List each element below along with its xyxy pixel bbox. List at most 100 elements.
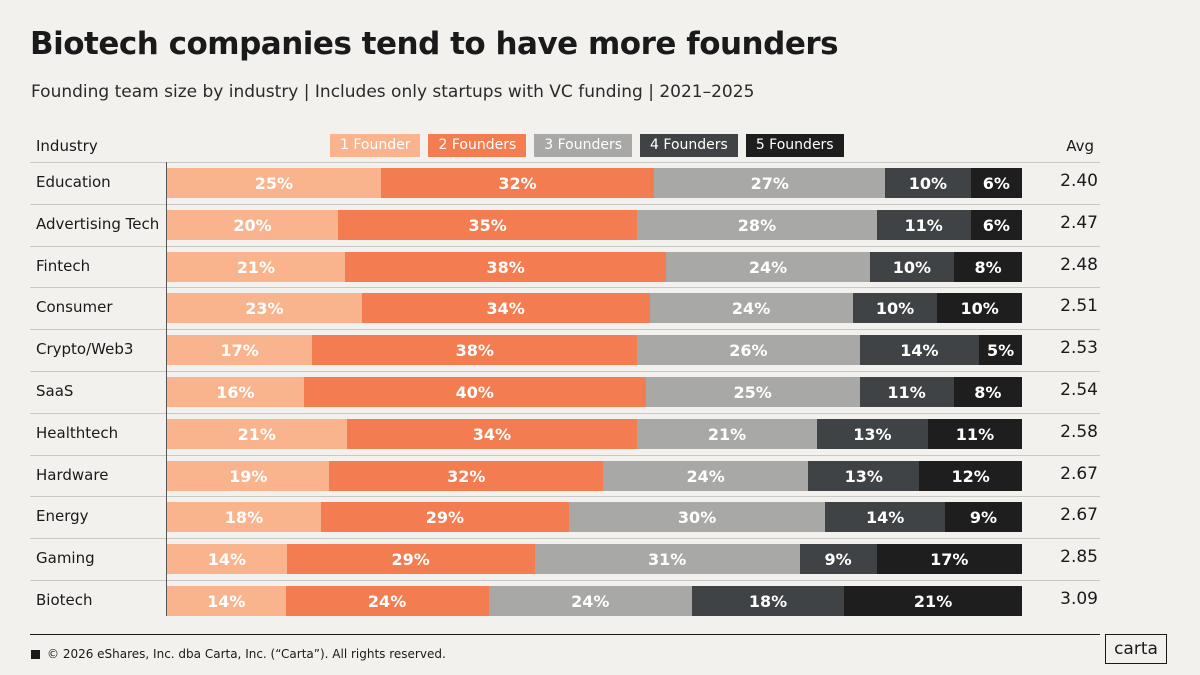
bar-segment-1-founder: 21%	[167, 252, 345, 282]
legend-item-2: 2 Founders	[428, 134, 527, 157]
bar-segment-4-founder: 10%	[869, 252, 955, 282]
chart-subtitle: Founding team size by industry | Include…	[31, 82, 755, 102]
footer-square-icon	[31, 650, 40, 659]
bar-segment-4-founder: 13%	[816, 419, 928, 449]
y-axis-line	[166, 162, 167, 616]
bar-segment-1-founder: 16%	[167, 377, 304, 407]
bar-segment-1-founder: 21%	[167, 419, 347, 449]
row-divider	[30, 329, 1100, 330]
bar-segment-4-founder: 18%	[691, 586, 845, 616]
category-label: Advertising Tech	[36, 215, 160, 233]
bar-segment-3-founder: 26%	[637, 335, 860, 365]
bar-row: 25% 32% 27% 10% 6%	[167, 168, 1022, 198]
category-label: Fintech	[36, 257, 91, 275]
bar-segment-5-founder: 6%	[970, 210, 1022, 240]
bar-row: 21% 38% 24% 10% 8%	[167, 252, 1022, 282]
row-divider	[30, 538, 1100, 539]
carta-logo: carta	[1105, 634, 1167, 664]
row-divider	[30, 580, 1100, 581]
industry-column-header: Industry	[36, 137, 98, 155]
bar-segment-4-founder: 11%	[859, 377, 954, 407]
bar-row: 21% 34% 21% 13% 11%	[167, 419, 1022, 449]
bar-row: 23% 34% 24% 10% 10%	[167, 293, 1022, 323]
bar-segment-3-founder: 31%	[534, 544, 800, 574]
copyright-text: © 2026 eShares, Inc. dba Carta, Inc. (“C…	[47, 647, 446, 661]
row-divider	[30, 455, 1100, 456]
bar-segment-5-founder: 12%	[919, 461, 1022, 491]
bar-segment-3-founder: 21%	[637, 419, 817, 449]
bar-segment-5-founder: 5%	[979, 335, 1022, 365]
bar-segment-3-founder: 24%	[649, 293, 853, 323]
bar-segment-3-founder: 25%	[645, 377, 860, 407]
bar-segment-1-founder: 25%	[167, 168, 381, 198]
bar-segment-1-founder: 14%	[167, 544, 287, 574]
category-label: Gaming	[36, 549, 95, 567]
avg-value: 2.54	[1060, 380, 1098, 400]
bar-segment-3-founder: 27%	[654, 168, 886, 198]
bar-segment-1-founder: 17%	[167, 335, 313, 365]
bar-segment-5-founder: 17%	[876, 544, 1022, 574]
bar-row: 14% 24% 24% 18% 21%	[167, 586, 1022, 616]
category-label: Healthtech	[36, 424, 119, 442]
avg-value: 2.47	[1060, 213, 1098, 233]
category-label: SaaS	[36, 382, 74, 400]
bar-segment-4-founder: 10%	[852, 293, 938, 323]
bar-segment-3-founder: 24%	[603, 461, 809, 491]
avg-value: 2.67	[1060, 505, 1098, 525]
avg-value: 2.85	[1060, 547, 1098, 567]
bar-segment-2-founder: 29%	[320, 502, 569, 532]
bar-segment-4-founder: 11%	[876, 210, 971, 240]
bar-row: 14% 29% 31% 9% 17%	[167, 544, 1022, 574]
avg-column-header: Avg	[1066, 137, 1094, 155]
bar-row: 19% 32% 24% 13% 12%	[167, 461, 1022, 491]
bar-segment-3-founder: 24%	[666, 252, 870, 282]
legend-item-4: 4 Founders	[640, 134, 738, 157]
bar-segment-5-founder: 8%	[953, 377, 1022, 407]
bar-segment-4-founder: 9%	[799, 544, 877, 574]
row-divider	[30, 413, 1100, 414]
category-label: Biotech	[36, 591, 93, 609]
legend-item-3: 3 Founders	[534, 134, 633, 157]
avg-value: 2.53	[1060, 338, 1098, 358]
bar-segment-2-founder: 35%	[338, 210, 638, 240]
bar-segment-2-founder: 38%	[344, 252, 667, 282]
bar-segment-2-founder: 38%	[312, 335, 638, 365]
bar-row: 17% 38% 26% 14% 5%	[167, 335, 1022, 365]
category-label: Hardware	[36, 466, 109, 484]
category-label: Education	[36, 173, 111, 191]
bar-segment-5-founder: 11%	[927, 419, 1022, 449]
footer-divider	[30, 634, 1100, 635]
row-divider	[30, 162, 1100, 163]
bar-row: 18% 29% 30% 14% 9%	[167, 502, 1022, 532]
category-label: Energy	[36, 507, 89, 525]
category-label: Consumer	[36, 298, 113, 316]
bar-segment-4-founder: 10%	[885, 168, 971, 198]
bar-segment-2-founder: 32%	[329, 461, 604, 491]
bar-segment-5-founder: 6%	[970, 168, 1022, 198]
category-label: Crypto/Web3	[36, 340, 134, 358]
bar-segment-2-founder: 32%	[380, 168, 655, 198]
chart-title: Biotech companies tend to have more foun…	[30, 26, 839, 62]
bar-segment-2-founder: 40%	[303, 377, 646, 407]
bar-segment-1-founder: 20%	[167, 210, 338, 240]
legend-item-1: 1 Founder	[330, 134, 421, 157]
bar-segment-3-founder: 24%	[488, 586, 692, 616]
avg-value: 3.09	[1060, 589, 1098, 609]
bar-segment-1-founder: 14%	[167, 586, 286, 616]
avg-value: 2.67	[1060, 464, 1098, 484]
bar-row: 16% 40% 25% 11% 8%	[167, 377, 1022, 407]
bar-segment-4-founder: 14%	[825, 502, 946, 532]
bar-segment-4-founder: 13%	[808, 461, 920, 491]
avg-value: 2.48	[1060, 255, 1098, 275]
bar-segment-5-founder: 10%	[937, 293, 1022, 323]
bar-segment-2-founder: 34%	[361, 293, 650, 323]
bar-segment-1-founder: 18%	[167, 502, 321, 532]
bar-segment-3-founder: 28%	[637, 210, 877, 240]
avg-value: 2.58	[1060, 422, 1098, 442]
row-divider	[30, 246, 1100, 247]
row-divider	[30, 204, 1100, 205]
bar-segment-5-founder: 8%	[954, 252, 1022, 282]
bar-segment-3-founder: 30%	[568, 502, 826, 532]
bar-segment-4-founder: 14%	[859, 335, 980, 365]
row-divider	[30, 371, 1100, 372]
